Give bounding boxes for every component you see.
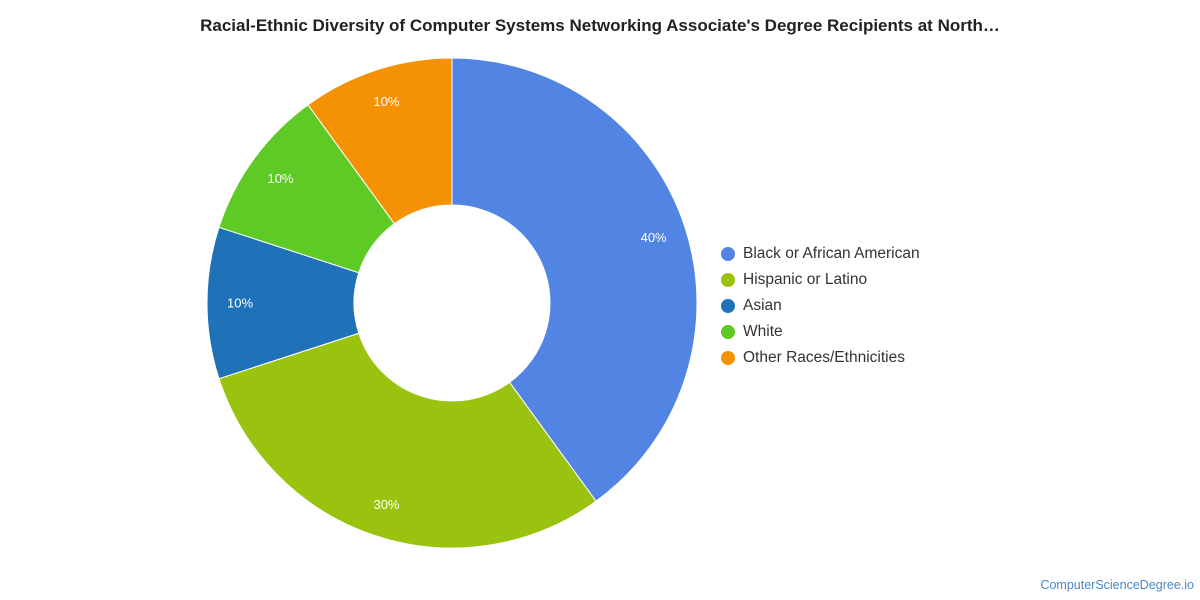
legend-label: Other Races/Ethnicities <box>743 349 905 366</box>
legend-item[interactable]: Hispanic or Latino <box>721 267 920 293</box>
legend-swatch <box>721 247 735 261</box>
legend-label: White <box>743 323 783 340</box>
legend-item[interactable]: White <box>721 319 920 345</box>
source-credit[interactable]: ComputerScienceDegree.io <box>1040 578 1194 592</box>
legend-swatch <box>721 351 735 365</box>
slice-percent-label: 30% <box>373 497 399 512</box>
legend-label: Asian <box>743 297 782 314</box>
legend-label: Black or African American <box>743 245 920 262</box>
legend-swatch <box>721 299 735 313</box>
slice-percent-label: 10% <box>373 94 399 109</box>
legend-item[interactable]: Asian <box>721 293 920 319</box>
legend-item[interactable]: Black or African American <box>721 241 920 267</box>
slice-percent-label: 40% <box>641 230 667 245</box>
slice-percent-label: 10% <box>227 296 253 311</box>
chart-title: Racial-Ethnic Diversity of Computer Syst… <box>200 16 1000 35</box>
slice-percent-label: 10% <box>267 171 293 186</box>
legend-label: Hispanic or Latino <box>743 271 868 288</box>
legend-swatch <box>721 273 735 287</box>
donut-slice[interactable] <box>451 57 698 502</box>
legend: Black or African American Hispanic or La… <box>721 241 920 371</box>
legend-item[interactable]: Other Races/Ethnicities <box>721 345 920 371</box>
donut-slice[interactable] <box>307 57 453 225</box>
legend-swatch <box>721 325 735 339</box>
donut-slice[interactable] <box>218 332 597 549</box>
